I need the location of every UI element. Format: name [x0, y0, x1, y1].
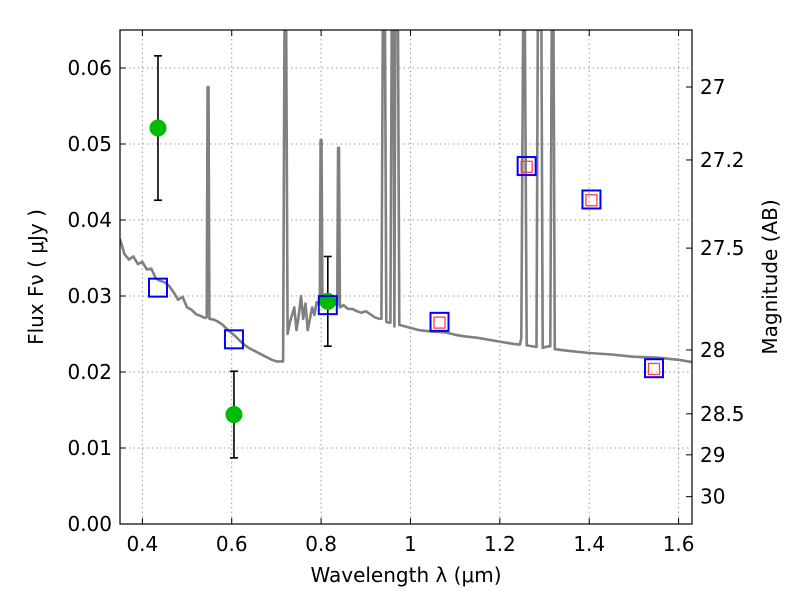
blue-square-point	[516, 156, 537, 177]
y-tick-label: 0.06	[67, 56, 112, 80]
green-data-point	[149, 119, 167, 137]
plot-frame	[119, 29, 693, 525]
blue-square-point	[429, 311, 450, 332]
y-tick-label: 0.03	[67, 284, 112, 308]
x-tick-label: 0.8	[305, 532, 337, 556]
y-tick-label: 0.00	[67, 512, 112, 536]
y2-tick-label: 29	[700, 443, 725, 467]
photometry-markers	[147, 55, 665, 459]
y-tick-label: 0.01	[67, 436, 112, 460]
spectrum-line	[120, 30, 692, 364]
x-tick-label: 1.4	[573, 532, 605, 556]
green-data-point	[225, 406, 243, 424]
y2-tick-label: 28	[700, 338, 725, 362]
red-square-point	[647, 362, 661, 376]
y2-tick-label: 27.2	[700, 148, 745, 172]
y-tick-label: 0.02	[67, 360, 112, 384]
y-tick-label: 0.04	[67, 208, 112, 232]
y2-tick-label: 27	[700, 75, 725, 99]
blue-square-point	[581, 189, 602, 210]
x-tick-label: 1.2	[484, 532, 516, 556]
red-square-point	[433, 316, 446, 329]
axis-ticks: 0.4 0.6 0.8 1 1.2 1.4 1.6 0.00 0.01 0.02 0.03 0.04 0…	[67, 30, 745, 556]
red-square-point	[520, 160, 533, 173]
y2-tick-label: 28.5	[700, 402, 745, 426]
grid	[120, 30, 692, 524]
x-tick-label: 1.6	[663, 532, 695, 556]
x-tick-label: 0.4	[126, 532, 158, 556]
spectrum-series	[120, 30, 692, 364]
y2-tick-label: 27.5	[700, 236, 745, 260]
blue-square-point	[223, 329, 244, 350]
blue-square-point	[317, 295, 338, 316]
y-tick-label: 0.05	[67, 132, 112, 156]
y2-tick-label: 30	[700, 485, 725, 509]
x-tick-label: 1	[404, 532, 417, 556]
x-axis-label: Wavelength λ (μm)	[310, 563, 501, 587]
x-tick-label: 0.6	[216, 532, 248, 556]
blue-square-point	[147, 277, 168, 298]
red-square-point	[585, 194, 598, 207]
y2-axis-label: Magnitude (AB)	[758, 199, 782, 354]
blue-square-point	[644, 358, 665, 379]
y-axis-label: Flux Fν ( μJy )	[24, 209, 48, 345]
